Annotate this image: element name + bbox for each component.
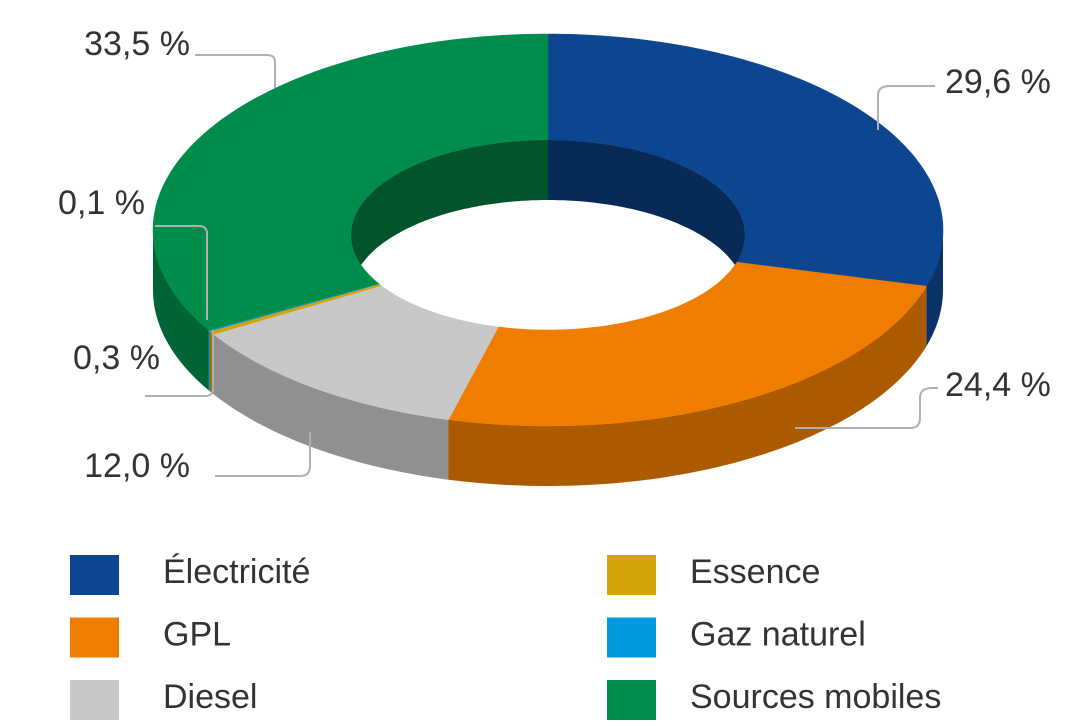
legend-label: GPL: [163, 615, 231, 653]
value-label: 33,5 %: [84, 25, 190, 63]
legend-label: Essence: [690, 553, 820, 591]
value-label: 12,0 %: [84, 447, 190, 485]
outer-wall: [926, 230, 943, 347]
leader-line: [877, 85, 935, 130]
legend-swatch: [607, 680, 656, 720]
legend-swatch: [70, 617, 119, 658]
outer-wall: [448, 286, 927, 486]
value-label: 24,4 %: [945, 366, 1051, 404]
legend-label: Électricité: [163, 553, 310, 591]
leader-line: [215, 432, 311, 477]
value-label: 0,3 %: [73, 339, 160, 377]
legend-swatch: [607, 617, 656, 658]
legend-label: Sources mobiles: [690, 678, 941, 716]
legend-swatch: [607, 555, 656, 595]
leader-line: [145, 330, 214, 397]
outer-wall: [153, 230, 209, 391]
outer-wall: [208, 330, 210, 392]
legend-label: Gaz naturel: [690, 615, 866, 653]
value-label: 29,6 %: [945, 63, 1051, 101]
legend-label: Diesel: [163, 678, 257, 716]
value-label: 0,1 %: [58, 184, 145, 222]
inner-wall: [351, 140, 548, 295]
leader-line: [795, 387, 938, 429]
legend-swatch: [70, 555, 119, 595]
leader-line: [155, 225, 208, 320]
inner-wall: [548, 140, 745, 295]
legend-swatch: [70, 680, 119, 720]
inner-walls: [351, 140, 745, 295]
leader-line: [195, 54, 276, 88]
